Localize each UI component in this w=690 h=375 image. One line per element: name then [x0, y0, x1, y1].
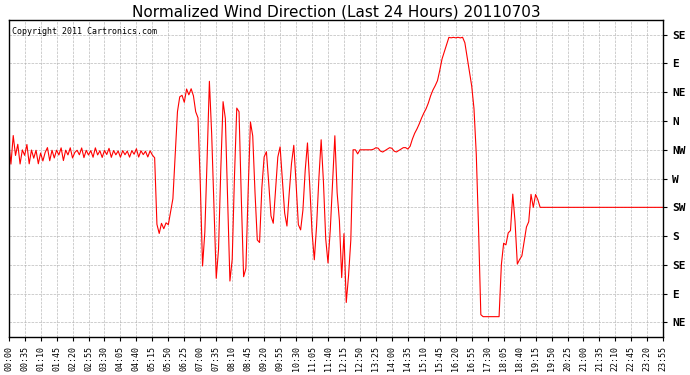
- Title: Normalized Wind Direction (Last 24 Hours) 20110703: Normalized Wind Direction (Last 24 Hours…: [132, 4, 540, 19]
- Text: Copyright 2011 Cartronics.com: Copyright 2011 Cartronics.com: [12, 27, 157, 36]
